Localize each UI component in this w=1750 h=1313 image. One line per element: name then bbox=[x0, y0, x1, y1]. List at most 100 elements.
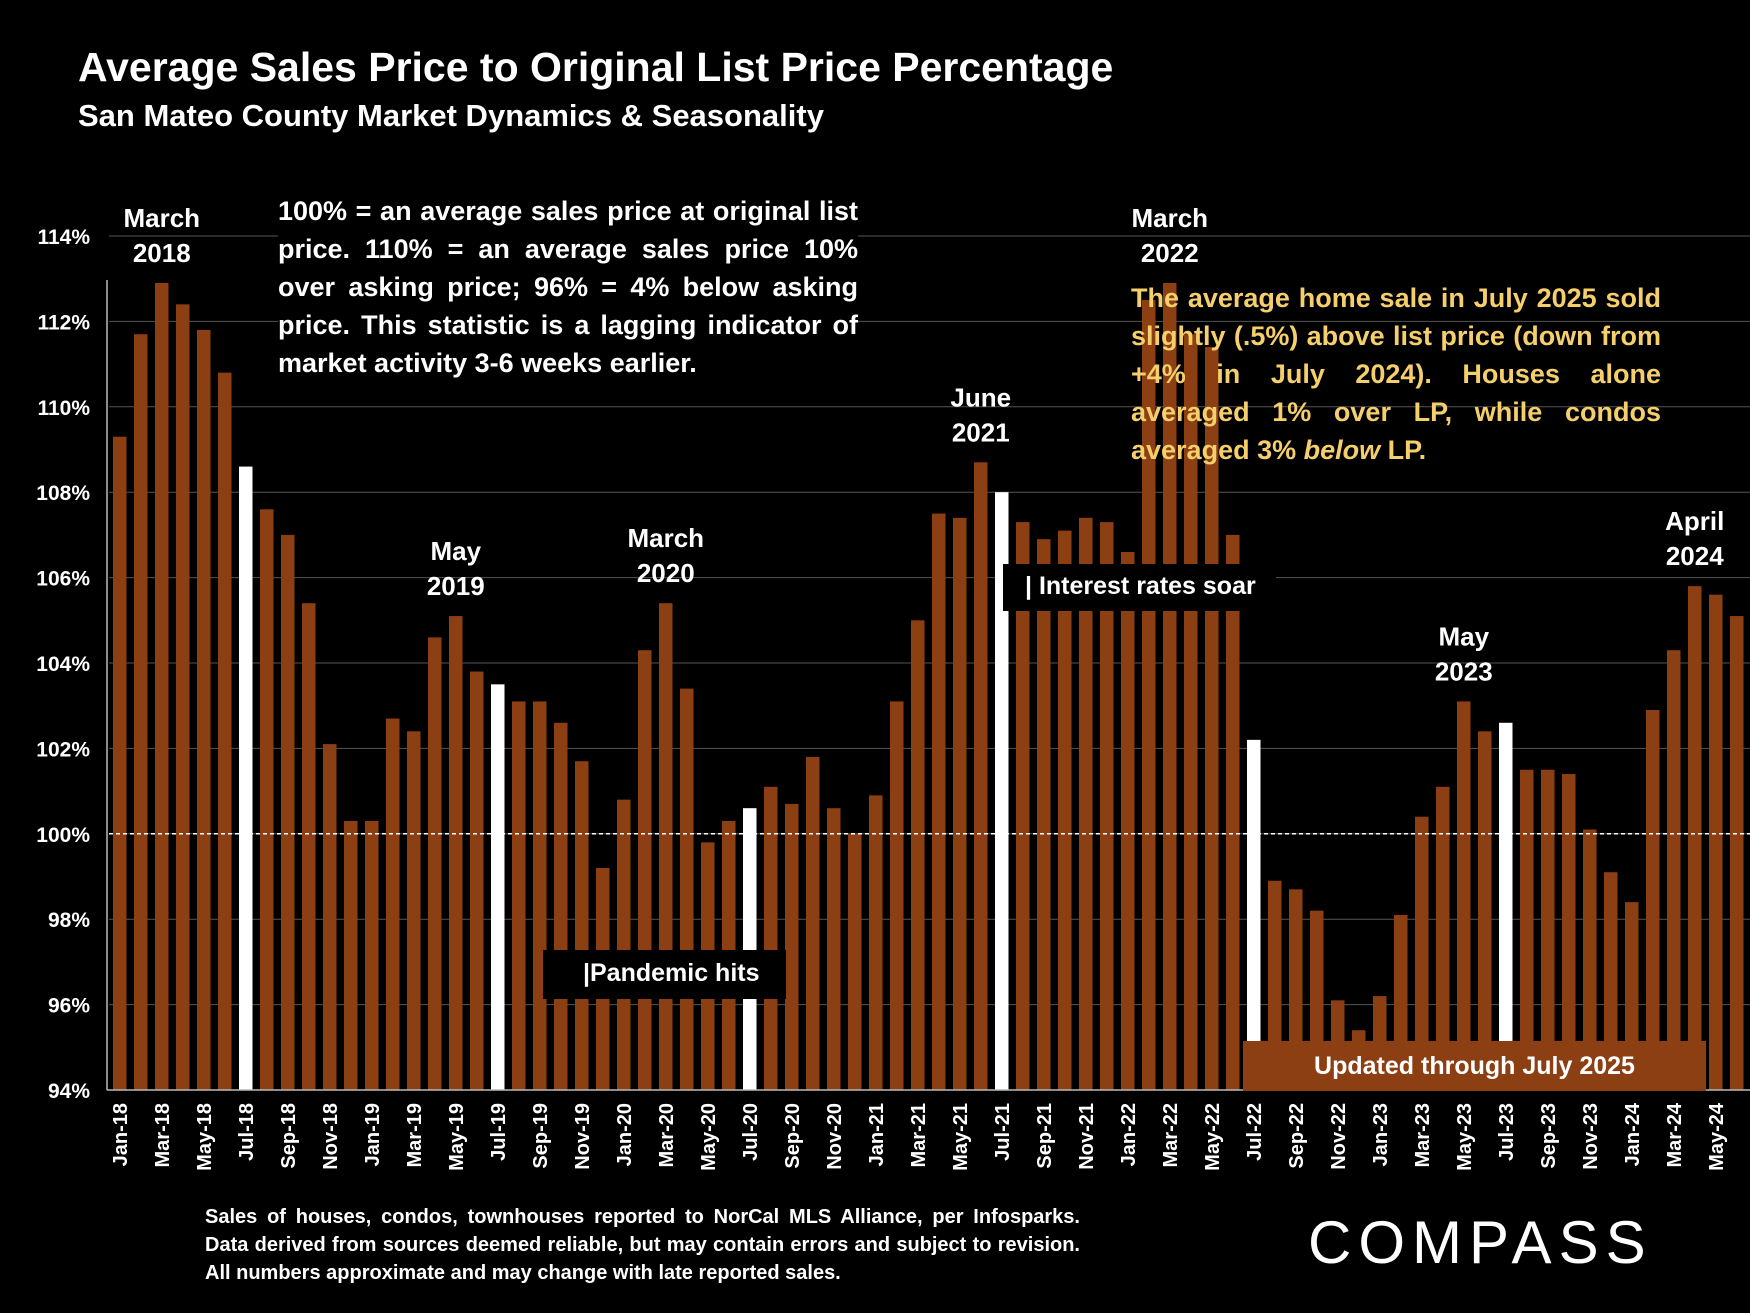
annotation-mar-20: March bbox=[627, 523, 704, 553]
x-tick-label: Jul-20 bbox=[740, 1103, 762, 1161]
x-tick-label: May-20 bbox=[698, 1103, 720, 1171]
bar-may-19 bbox=[449, 616, 463, 1090]
bar-may-18 bbox=[197, 329, 211, 1090]
bar-dec-20 bbox=[848, 833, 862, 1090]
bar-jul-22 bbox=[1247, 739, 1261, 1090]
x-tick-label: Sep-23 bbox=[1538, 1103, 1560, 1169]
bar-oct-18 bbox=[302, 603, 316, 1090]
bar-jan-20 bbox=[617, 799, 631, 1090]
bar-sep-21 bbox=[1037, 539, 1051, 1090]
bar-aug-19 bbox=[512, 701, 526, 1090]
x-tick-label: Jul-23 bbox=[1496, 1103, 1518, 1161]
x-tick-label: Jul-18 bbox=[236, 1103, 258, 1161]
annotation-jun-21: June bbox=[950, 382, 1011, 412]
x-tick-label: Sep-22 bbox=[1286, 1103, 1308, 1169]
bar-jun-19 bbox=[470, 671, 484, 1090]
x-tick-label: May-23 bbox=[1454, 1103, 1476, 1171]
summary-emphasis: below bbox=[1303, 435, 1381, 465]
bar-may-21 bbox=[953, 517, 967, 1090]
bar-feb-21 bbox=[890, 701, 904, 1090]
bar-aug-20 bbox=[764, 786, 778, 1090]
y-tick-label: 108% bbox=[36, 482, 90, 505]
source-footnote: Sales of houses, condos, townhouses repo… bbox=[205, 1206, 1080, 1284]
bar-apr-20 bbox=[680, 688, 694, 1090]
annotation-mar-22: March bbox=[1131, 203, 1208, 233]
x-tick-label: May-19 bbox=[446, 1103, 468, 1171]
x-tick-label: May-24 bbox=[1706, 1102, 1728, 1171]
bar-feb-18 bbox=[134, 334, 148, 1091]
bar-sep-19 bbox=[533, 701, 547, 1090]
bar-sep-23 bbox=[1541, 769, 1555, 1090]
bar-sep-22 bbox=[1289, 889, 1303, 1090]
bar-dec-23 bbox=[1604, 872, 1618, 1090]
chart-title: Average Sales Price to Original List Pri… bbox=[78, 44, 1114, 90]
bar-mar-22 bbox=[1163, 282, 1177, 1091]
bar-jan-21 bbox=[869, 795, 883, 1090]
annotation-may-19: 2019 bbox=[427, 571, 485, 601]
bar-jul-23 bbox=[1499, 722, 1513, 1090]
axes: 94% 96% 98% 100% 102% 104% 106% 108% 110% 112% 114… bbox=[36, 226, 1750, 1171]
summary-text-end: LP. bbox=[1380, 435, 1427, 465]
x-tick-label: Nov-19 bbox=[572, 1103, 594, 1170]
chart-subtitle: San Mateo County Market Dynamics & Seaso… bbox=[78, 98, 824, 133]
x-tick-label: Jan-22 bbox=[1118, 1103, 1140, 1166]
x-tick-label: Sep-18 bbox=[278, 1103, 300, 1169]
bar-feb-19 bbox=[386, 718, 400, 1090]
definition-note: 100% = an average sales price at origina… bbox=[278, 190, 858, 386]
bar-feb-24 bbox=[1646, 709, 1660, 1090]
x-tick-label: Jan-18 bbox=[110, 1103, 132, 1166]
bar-apr-21 bbox=[932, 513, 946, 1090]
y-tick-label: 98% bbox=[48, 909, 90, 932]
bar-apr-18 bbox=[176, 304, 190, 1090]
pandemic-label: |Pandemic hits bbox=[543, 950, 786, 999]
annotation-mar-22: 2022 bbox=[1141, 238, 1199, 268]
bar-mar-20 bbox=[659, 603, 673, 1090]
bar-jun-21 bbox=[974, 462, 988, 1090]
bar-apr-23 bbox=[1436, 786, 1450, 1090]
bar-sep-18 bbox=[281, 534, 295, 1090]
bar-jun-18 bbox=[218, 372, 232, 1090]
x-tick-label: Nov-21 bbox=[1076, 1103, 1098, 1170]
bar-jul-18 bbox=[239, 466, 253, 1091]
bar-mar-19 bbox=[407, 731, 421, 1090]
x-tick-label: Sep-20 bbox=[782, 1103, 804, 1169]
x-tick-label: Nov-18 bbox=[320, 1103, 342, 1170]
bar-apr-19 bbox=[428, 637, 442, 1090]
y-tick-label: 106% bbox=[36, 568, 90, 591]
bar-may-22 bbox=[1205, 347, 1219, 1090]
bar-feb-22 bbox=[1142, 300, 1156, 1090]
x-tick-label: Jul-21 bbox=[992, 1103, 1014, 1161]
bar-may-24 bbox=[1709, 594, 1723, 1090]
summary-text: The average home sale in July 2025 sold … bbox=[1131, 283, 1661, 465]
x-tick-label: Mar-18 bbox=[152, 1103, 174, 1167]
y-tick-label: 94% bbox=[48, 1080, 90, 1103]
annotation-apr-24: 2024 bbox=[1666, 541, 1724, 571]
x-tick-label: Mar-21 bbox=[908, 1103, 930, 1167]
x-tick-label: Jul-24 bbox=[1748, 1102, 1750, 1161]
updated-through-badge: Updated through July 2025 bbox=[1243, 1041, 1706, 1091]
bar-aug-23 bbox=[1520, 769, 1534, 1090]
bar-jul-21 bbox=[995, 492, 1009, 1090]
bar-apr-24 bbox=[1688, 586, 1702, 1090]
peak-annotations: March 2018 May 2019 March 2020 June 2021 March 20… bbox=[123, 203, 1724, 686]
y-tick-label: 114% bbox=[37, 226, 90, 249]
bar-aug-22 bbox=[1268, 880, 1282, 1090]
x-tick-label: Mar-19 bbox=[404, 1103, 426, 1167]
y-tick-label: 100% bbox=[36, 824, 90, 847]
x-tick-label: Jan-21 bbox=[866, 1103, 888, 1166]
x-tick-label: Jul-19 bbox=[488, 1103, 510, 1161]
x-tick-label: Jul-22 bbox=[1244, 1103, 1266, 1161]
x-tick-label: Jan-19 bbox=[362, 1103, 384, 1166]
y-tick-label: 112% bbox=[37, 311, 90, 334]
x-tick-label: May-21 bbox=[950, 1103, 972, 1171]
bar-aug-18 bbox=[260, 509, 274, 1090]
y-tick-label: 110% bbox=[37, 397, 90, 420]
x-tick-label: Sep-21 bbox=[1034, 1103, 1056, 1169]
bar-mar-18 bbox=[155, 282, 169, 1091]
x-tick-label: Mar-20 bbox=[656, 1103, 678, 1167]
bar-nov-23 bbox=[1583, 829, 1597, 1090]
bar-apr-22 bbox=[1184, 334, 1198, 1091]
x-tick-label: Jan-23 bbox=[1370, 1103, 1392, 1166]
annotation-mar-20: 2020 bbox=[637, 558, 695, 588]
